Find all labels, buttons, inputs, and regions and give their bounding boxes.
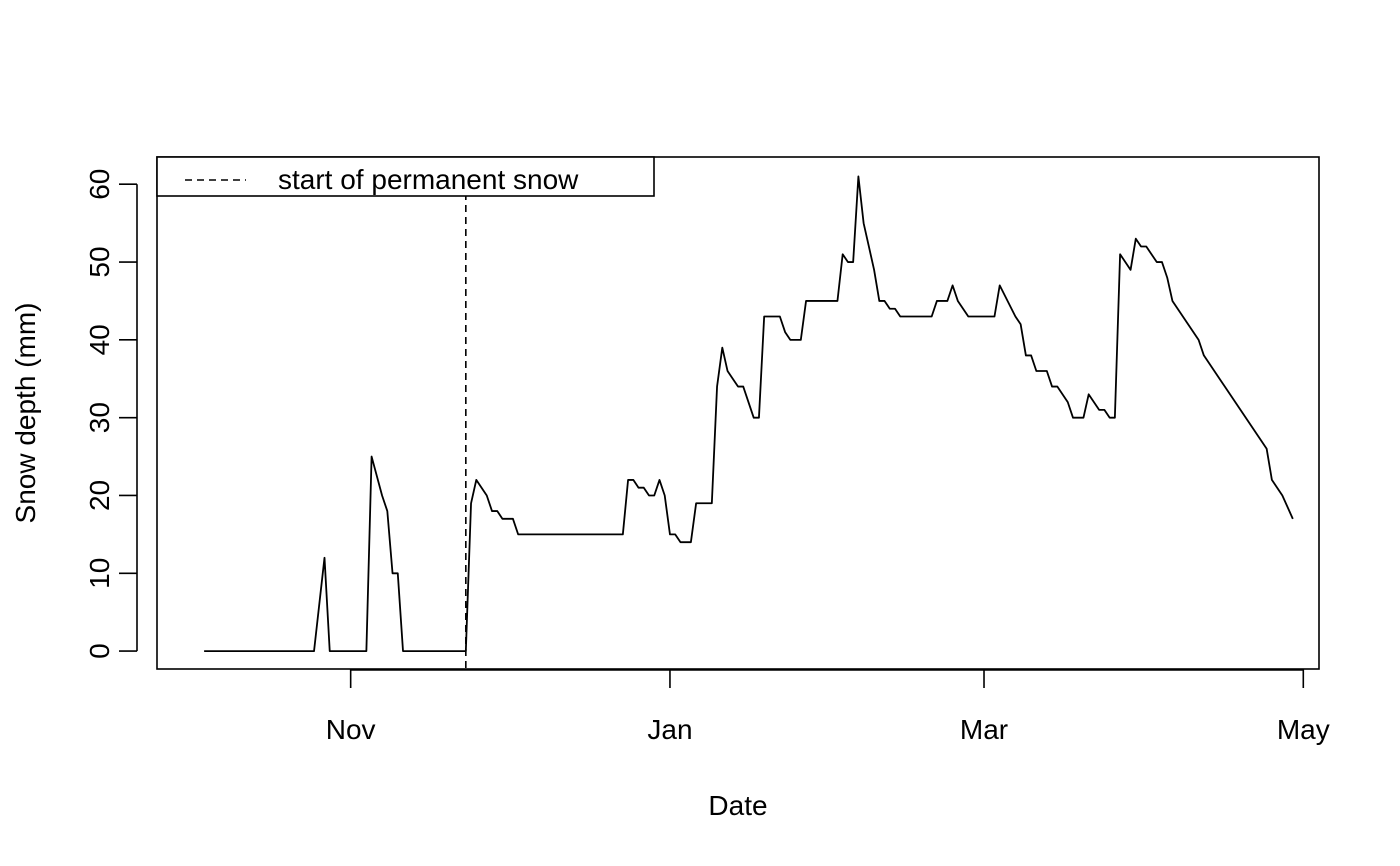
plot-area-frame — [156, 156, 1320, 670]
legend: start of permanent snow — [156, 156, 655, 197]
y-axis: 0 10 20 30 40 50 60 — [84, 169, 138, 659]
y-tick-label: 50 — [84, 246, 115, 277]
legend-box — [156, 156, 655, 197]
y-tick-label: 10 — [84, 558, 115, 589]
x-axis-label: Date — [708, 790, 767, 821]
legend-label: start of permanent snow — [278, 164, 579, 195]
y-tick-label: 30 — [84, 402, 115, 433]
y-tick-label: 20 — [84, 480, 115, 511]
snow-depth-line — [204, 175, 1294, 652]
x-tick-label: Jan — [647, 714, 692, 745]
y-tick-label: 60 — [84, 169, 115, 200]
x-tick-label: May — [1277, 714, 1330, 745]
x-axis: Nov Jan Mar May — [326, 669, 1330, 745]
y-tick-label: 40 — [84, 324, 115, 355]
y-tick-label: 0 — [84, 643, 115, 659]
y-axis-label: Snow depth (mm) — [10, 303, 41, 524]
x-tick-label: Mar — [960, 714, 1008, 745]
x-tick-label: Nov — [326, 714, 376, 745]
